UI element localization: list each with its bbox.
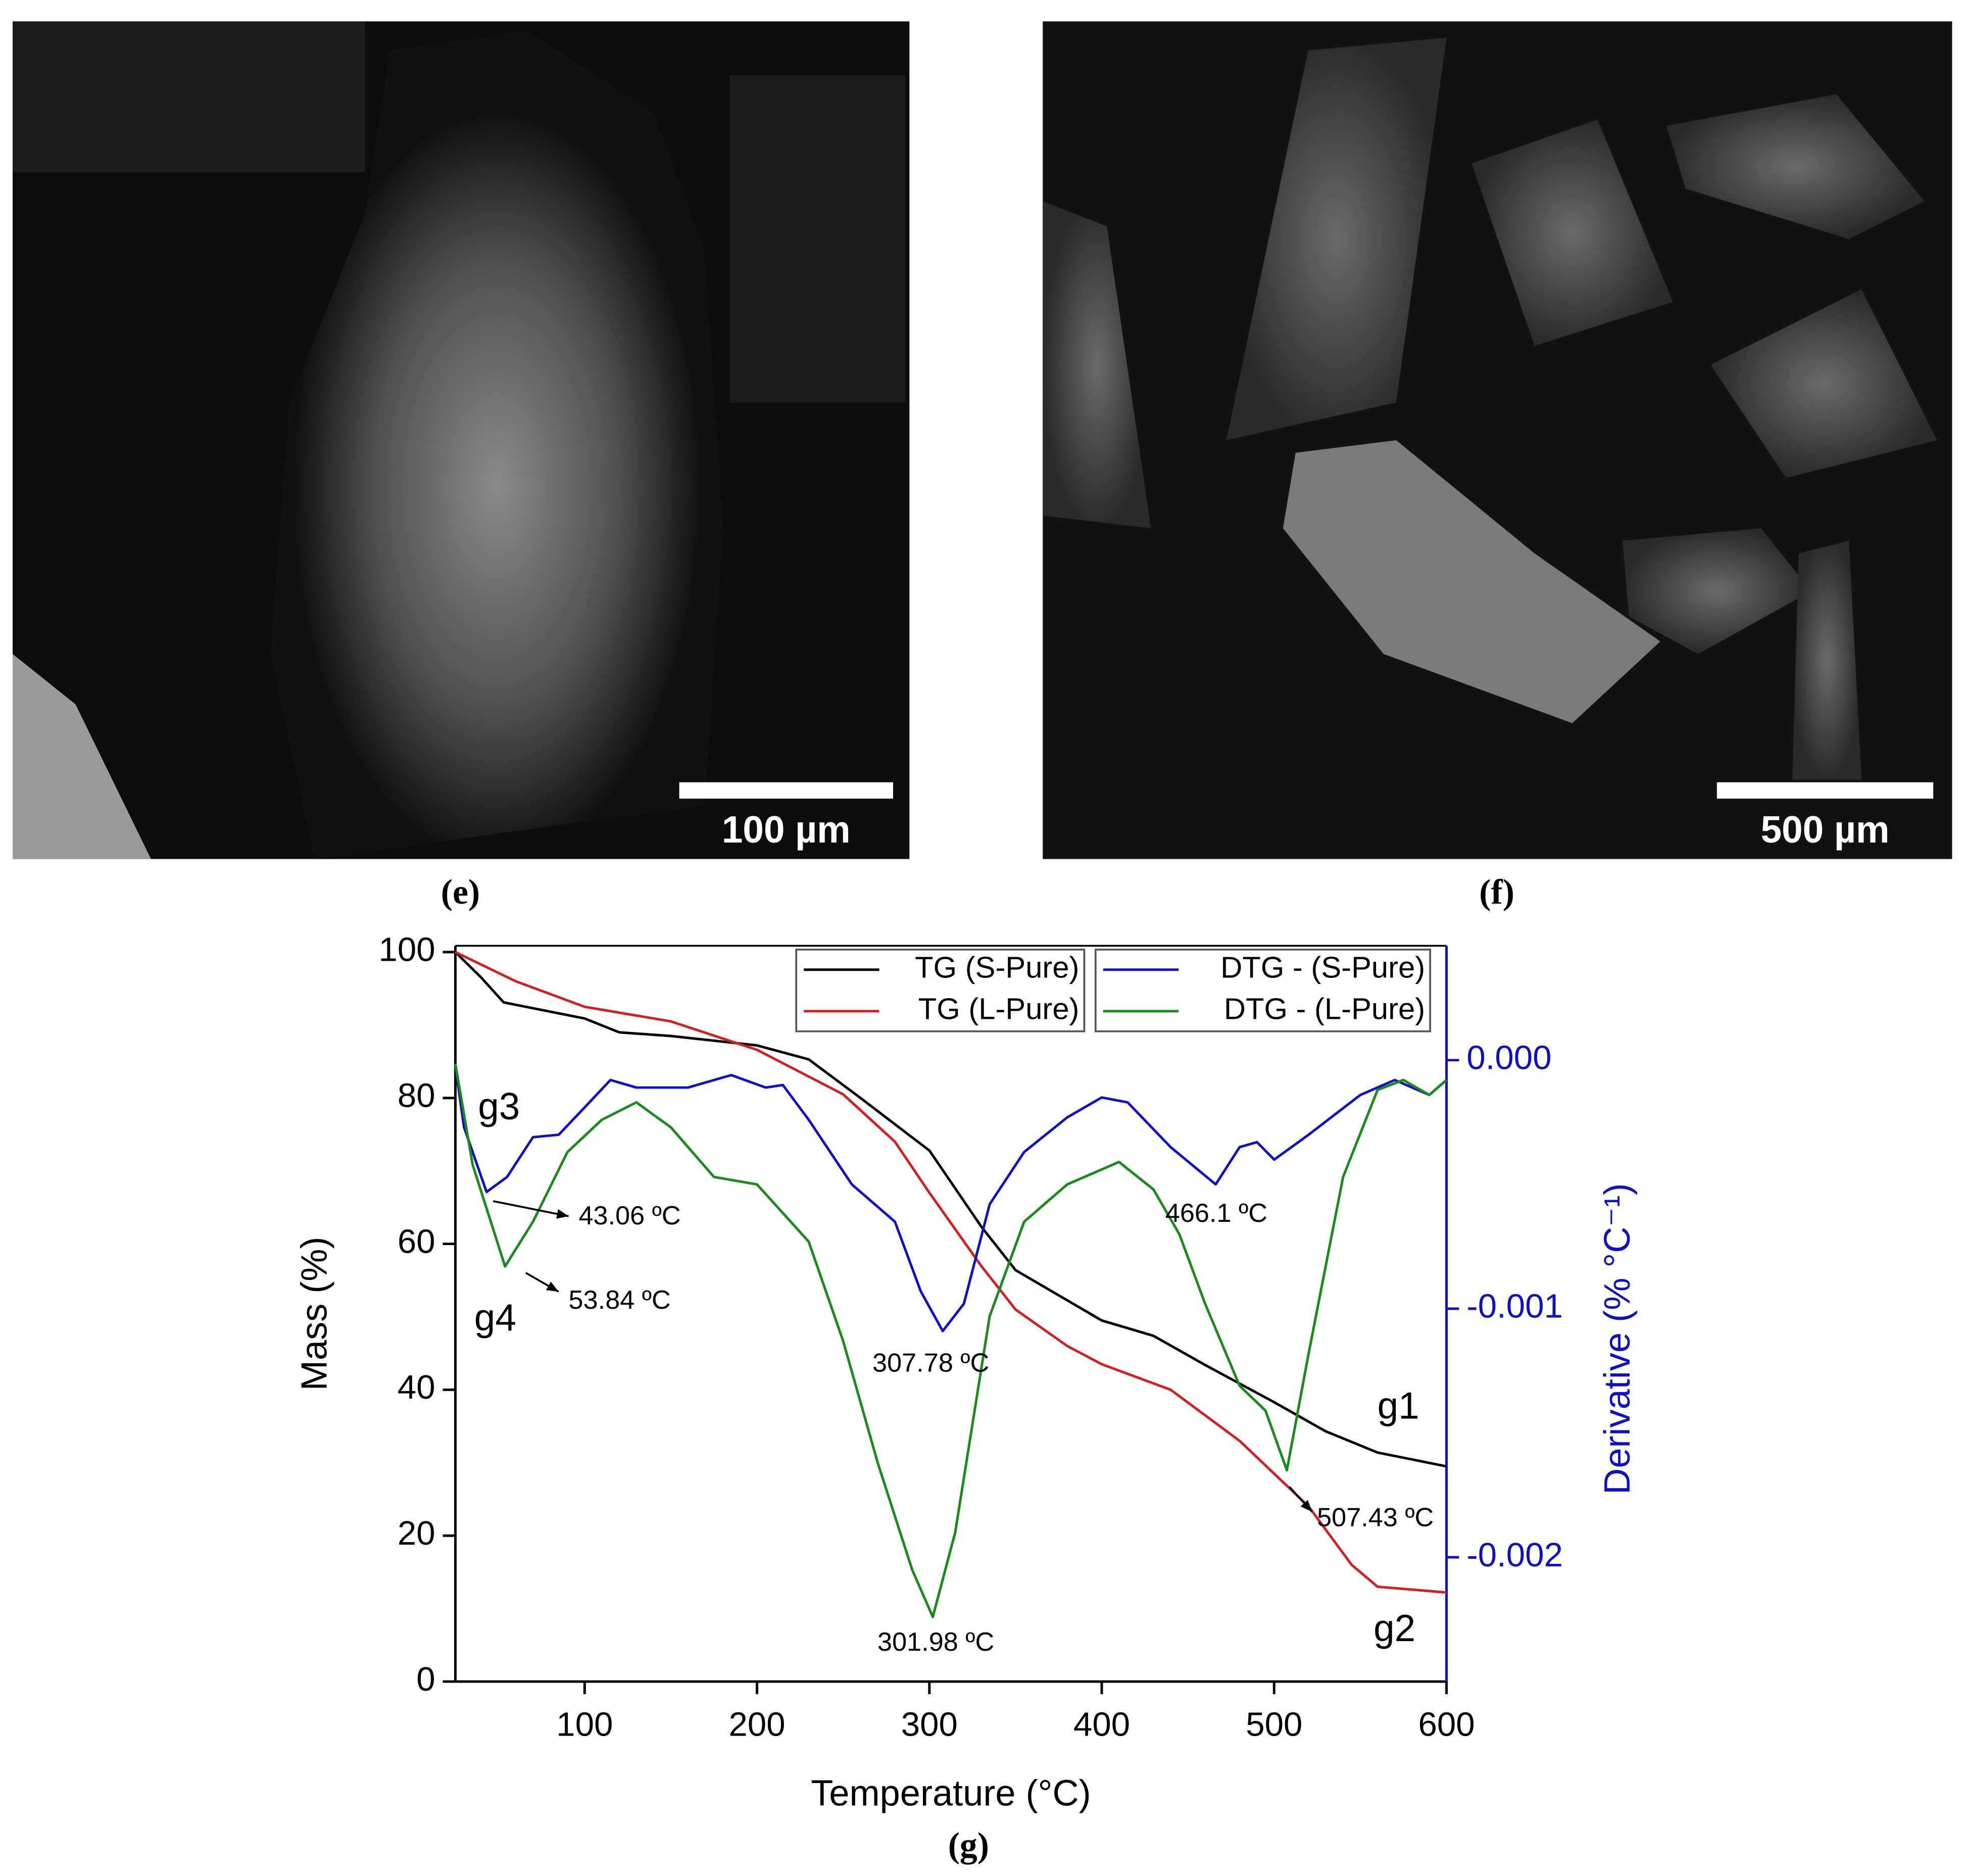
x-tick-label: 300	[901, 1705, 958, 1743]
panel-label: (f)	[1479, 873, 1514, 912]
x-tick-label: 600	[1418, 1705, 1475, 1743]
scale-bar-label: 100 µm	[722, 808, 851, 851]
x-tick-label: 200	[729, 1705, 785, 1743]
arrow-head	[546, 1281, 559, 1292]
panel-label: (g)	[948, 1826, 989, 1865]
y2-axis-label: Derivative (% °C⁻¹)	[1597, 1183, 1638, 1494]
x-tick-label: 100	[556, 1705, 613, 1743]
y2-tick-label: -0.002	[1466, 1536, 1563, 1574]
arrow-head	[1300, 1500, 1312, 1512]
annotation: 43.06 ºC	[578, 1201, 680, 1230]
legend-box	[795, 949, 1086, 1032]
x-tick-label: 500	[1246, 1705, 1302, 1743]
annotation: g1	[1378, 1384, 1419, 1426]
legend-box	[1094, 949, 1432, 1032]
scale-bar-label: 500 µm	[1761, 808, 1890, 851]
y2-tick-label: 0.000	[1466, 1039, 1551, 1077]
series-line	[454, 1063, 1448, 1618]
y-tick-label: 100	[378, 931, 435, 969]
arrow	[493, 1200, 569, 1217]
annotation: g3	[478, 1085, 520, 1127]
series-line	[455, 951, 1447, 1594]
legend-label: DTG - (L-Pure)	[1224, 992, 1425, 1026]
panel-label: (e)	[441, 873, 480, 912]
annotation: g2	[1373, 1607, 1415, 1649]
annotation: g4	[474, 1296, 516, 1339]
y-tick-label: 60	[398, 1222, 435, 1260]
arrow-head	[556, 1209, 569, 1219]
y-tick-label: 80	[398, 1076, 435, 1114]
series-line	[454, 1066, 1448, 1332]
tga-chart: 100 200 300 400 500 600 0 20 40 60 80 100 -0.002 -0.0…	[294, 931, 1638, 1814]
y-axis-label: Mass (%)	[294, 1237, 335, 1391]
y-tick-label: 0	[416, 1660, 435, 1698]
sem-image-e: 100 µm	[13, 21, 910, 859]
y2-tick-label: -0.001	[1466, 1288, 1563, 1325]
series-line	[454, 951, 1447, 1468]
annotation: 301.98 ºC	[877, 1627, 994, 1657]
legend-label: TG (S-Pure)	[915, 951, 1079, 984]
legend-label: TG (L-Pure)	[918, 992, 1079, 1026]
legend-label: DTG - (S-Pure)	[1220, 951, 1425, 984]
annotation: 507.43 ºC	[1317, 1503, 1434, 1533]
x-tick-label: 400	[1073, 1705, 1130, 1743]
x-axis-label: Temperature (°C)	[811, 1773, 1091, 1814]
y-tick-label: 20	[398, 1514, 435, 1552]
annotation: 53.84 ºC	[569, 1286, 671, 1315]
annotation: 466.1 ºC	[1165, 1199, 1267, 1228]
annotation: 307.78 ºC	[872, 1348, 989, 1377]
y-tick-label: 40	[398, 1368, 435, 1406]
sem-image-f: 500 µm	[1043, 21, 1952, 859]
